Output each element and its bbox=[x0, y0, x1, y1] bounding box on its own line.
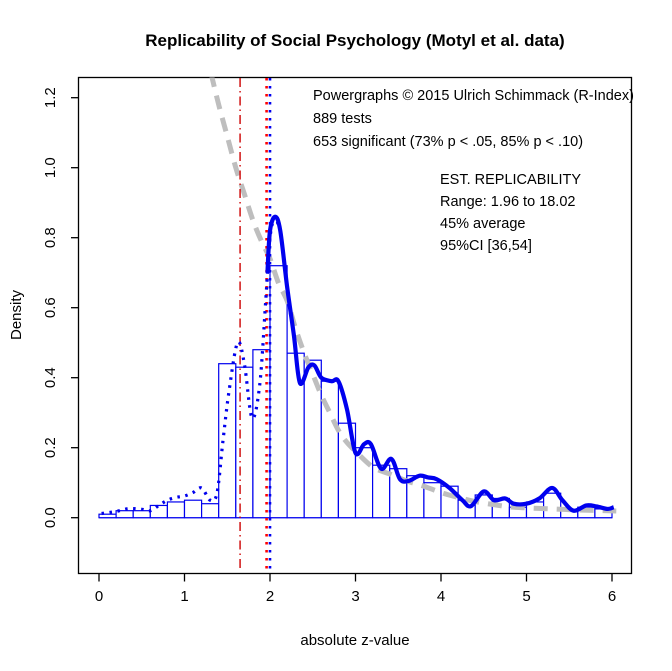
x-tick-label: 5 bbox=[522, 588, 530, 605]
histogram-bar bbox=[183, 499, 203, 519]
histogram-bar bbox=[542, 492, 562, 519]
annotation-test-count: 889 tests bbox=[313, 111, 372, 127]
chart-title: Replicability of Social Psychology (Moty… bbox=[145, 31, 564, 50]
x-tick-label: 4 bbox=[437, 588, 445, 605]
histogram-bar bbox=[201, 503, 220, 519]
histogram-bar bbox=[218, 363, 237, 519]
density-curve bbox=[209, 77, 617, 514]
plot-area: 0 1 2 3 4 5 6 0.0 0.2 0.4 0.6 0.8 1.0 1.2 bbox=[42, 76, 633, 605]
annotation-significant-count: 653 significant (73% p < .05, 85% p < .1… bbox=[313, 134, 583, 150]
y-axis-title: Density bbox=[8, 289, 25, 340]
y-tick-label: 0.8 bbox=[42, 227, 59, 248]
x-tick-label: 2 bbox=[266, 588, 274, 605]
histogram-bar bbox=[235, 366, 254, 519]
clipped-plot-content bbox=[98, 77, 617, 572]
histogram-bar bbox=[132, 510, 151, 519]
histogram-bar bbox=[286, 352, 305, 519]
x-tick-label: 6 bbox=[608, 588, 616, 605]
annotation-est-replicability-heading: EST. REPLICABILITY bbox=[440, 172, 581, 188]
annotation-credit: Powergraphs © 2015 Ulrich Schimmack (R-I… bbox=[313, 88, 634, 104]
x-axis-title: absolute z-value bbox=[300, 632, 409, 649]
density-curve bbox=[265, 214, 615, 513]
y-tick-label: 1.0 bbox=[42, 157, 59, 178]
x-tick-label: 3 bbox=[351, 588, 359, 605]
histogram-bar bbox=[98, 513, 117, 519]
y-tick-label: 0.2 bbox=[42, 437, 59, 458]
histogram-bar bbox=[166, 501, 186, 519]
annotation-est-range: Range: 1.96 to 18.02 bbox=[440, 194, 575, 210]
y-tick-label: 1.2 bbox=[42, 87, 59, 108]
annotation-est-ci: 95%CI [36,54] bbox=[440, 238, 532, 254]
x-tick-label: 0 bbox=[95, 588, 103, 605]
histogram-bar bbox=[269, 265, 288, 519]
annotation-est-average: 45% average bbox=[440, 216, 525, 232]
x-tick-label: 1 bbox=[180, 588, 188, 605]
y-tick-label: 0.0 bbox=[42, 507, 59, 528]
density-curve bbox=[101, 214, 281, 516]
y-tick-label: 0.6 bbox=[42, 297, 59, 318]
y-tick-label: 0.4 bbox=[42, 367, 59, 388]
